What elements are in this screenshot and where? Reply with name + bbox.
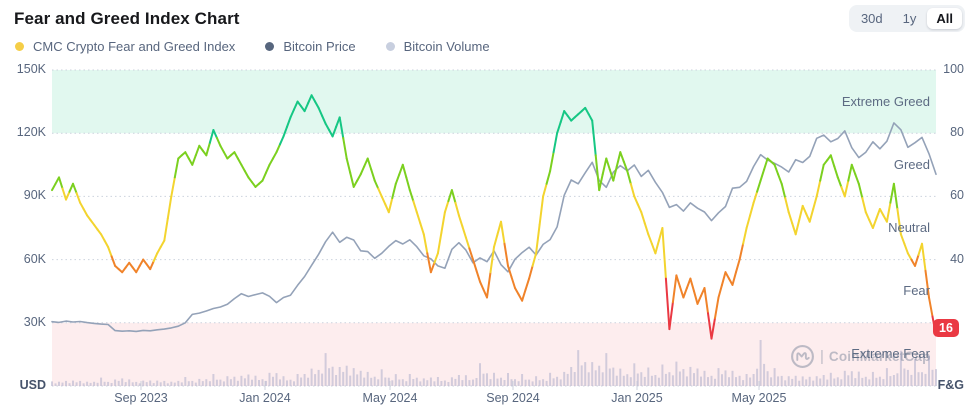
right-axis-tick: 60 xyxy=(950,188,964,203)
x-axis-tick: Sep 2024 xyxy=(486,391,540,405)
watermark-text: CoinMarketCap xyxy=(828,349,931,364)
right-axis-tick: 100 xyxy=(943,62,964,76)
legend-dot-icon xyxy=(265,42,275,51)
legend-label: Bitcoin Price xyxy=(283,39,356,54)
x-axis-tick: May 2025 xyxy=(731,391,787,405)
left-axis-tick: 60K xyxy=(23,251,46,266)
left-axis-tick: 30K xyxy=(23,314,46,329)
legend-dot-icon xyxy=(15,42,24,51)
page-title: Fear and Greed Index Chart xyxy=(14,9,240,28)
watermark-divider: | xyxy=(820,348,824,365)
zone-label-extreme-fear: Extreme Fear xyxy=(851,346,930,362)
range-button-30d[interactable]: 30d xyxy=(852,8,892,29)
legend-label: Bitcoin Volume xyxy=(403,39,490,54)
x-axis-tick: Sep 2023 xyxy=(114,391,168,405)
bitcoin-volume-bars xyxy=(51,340,937,386)
zone-label-neutral: Neutral xyxy=(888,220,930,235)
left-axis-tick: 90K xyxy=(23,188,46,203)
legend-item[interactable]: Bitcoin Volume xyxy=(385,39,490,54)
x-axis-tick: Jan 2024 xyxy=(239,391,291,405)
right-axis-tick: 80 xyxy=(950,125,964,140)
left-axis-tick: 150K xyxy=(16,62,46,76)
legend-item[interactable]: Bitcoin Price xyxy=(265,39,356,54)
range-selector: 30d 1y All xyxy=(848,5,965,32)
range-button-all[interactable]: All xyxy=(927,8,962,29)
x-axis-tick: May 2024 xyxy=(362,391,418,405)
left-axis-unit: USD xyxy=(19,378,46,392)
zone-band xyxy=(52,70,936,134)
right-axis-tick: 40 xyxy=(950,251,964,266)
chart-legend: CMC Crypto Fear and Greed Index Bitcoin P… xyxy=(15,39,490,54)
zone-label-extreme-greed: Extreme Greed xyxy=(841,93,930,109)
legend-label: CMC Crypto Fear and Greed Index xyxy=(33,39,236,54)
coinmarketcap-logo-icon xyxy=(791,345,814,368)
current-value-badge: 16 xyxy=(933,319,959,337)
watermark: | CoinMarketCap xyxy=(790,344,931,369)
range-button-1y[interactable]: 1y xyxy=(894,8,926,29)
right-axis-unit: F&G xyxy=(937,378,964,392)
left-axis-tick: 120K xyxy=(16,125,46,140)
zone-label-greed: Greed xyxy=(893,156,930,172)
fear-greed-line xyxy=(51,94,937,340)
bitcoin-price-line xyxy=(51,122,937,333)
legend-item[interactable]: CMC Crypto Fear and Greed Index xyxy=(15,39,235,54)
x-axis-tick: Jan 2025 xyxy=(611,391,663,405)
zone-label-fear: Fear xyxy=(903,283,930,299)
legend-dot-icon xyxy=(385,42,395,51)
